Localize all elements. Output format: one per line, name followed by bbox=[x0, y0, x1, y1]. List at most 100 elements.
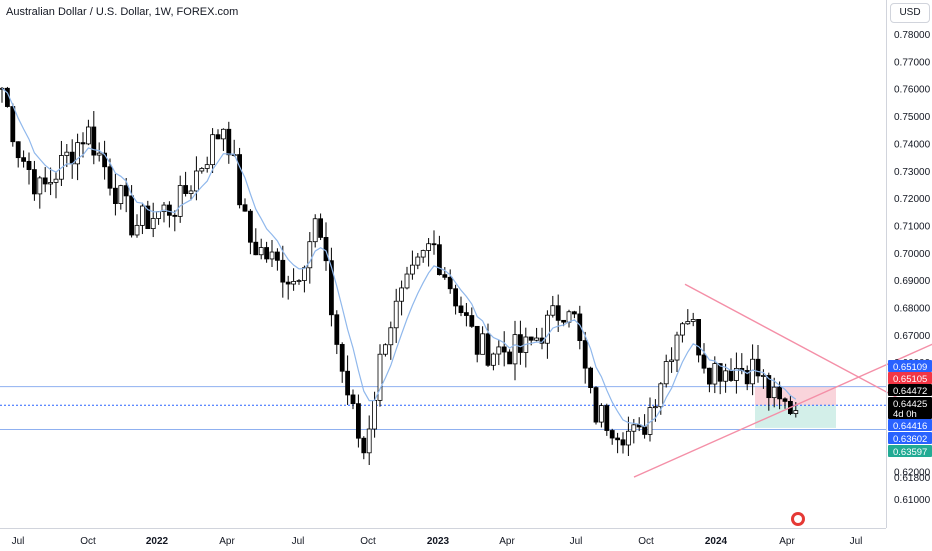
moving-average-line bbox=[1, 87, 797, 428]
candle-body bbox=[415, 256, 421, 266]
candle-body bbox=[669, 359, 674, 362]
candle-body bbox=[534, 337, 539, 341]
price-label-badge bbox=[888, 419, 932, 431]
candle-body bbox=[118, 185, 124, 204]
candle-body bbox=[771, 386, 777, 399]
price-tick-label: 0.67000 bbox=[894, 331, 931, 342]
candle-body bbox=[80, 142, 86, 145]
candle-body bbox=[577, 313, 583, 341]
price-label-text: 0.63597 bbox=[893, 447, 927, 458]
candle-body bbox=[350, 394, 356, 405]
candle-body bbox=[134, 224, 140, 236]
candle-body bbox=[593, 387, 599, 423]
candle-body bbox=[210, 134, 216, 166]
candle-body bbox=[620, 439, 626, 446]
candle-body bbox=[177, 185, 183, 217]
candle-body bbox=[734, 367, 739, 381]
time-tick-label: Jul bbox=[570, 536, 583, 547]
candle-body bbox=[334, 314, 340, 345]
candle-body bbox=[599, 405, 604, 423]
candle-body bbox=[161, 204, 167, 213]
candle-body bbox=[188, 190, 194, 194]
candle-body bbox=[42, 177, 48, 185]
candle-body bbox=[366, 428, 372, 454]
candle-body bbox=[512, 334, 518, 365]
candle-body bbox=[150, 218, 156, 230]
candle-body bbox=[323, 237, 329, 262]
candle-body bbox=[561, 319, 566, 323]
candle-body bbox=[15, 141, 21, 159]
price-label-badge bbox=[888, 397, 932, 409]
price-tick-label: 0.68000 bbox=[894, 304, 931, 315]
candle-body bbox=[296, 280, 302, 282]
price-label-text: 0.64472 bbox=[893, 386, 927, 397]
candle-body bbox=[388, 327, 394, 346]
candle-body bbox=[447, 276, 453, 290]
candle-body bbox=[572, 311, 577, 315]
candle-body bbox=[690, 319, 696, 322]
time-tick-label: Apr bbox=[219, 536, 235, 547]
candle-body bbox=[793, 410, 799, 414]
candle-body bbox=[199, 168, 205, 172]
time-tick-label: Oct bbox=[80, 536, 96, 547]
candle-body bbox=[496, 346, 502, 355]
candle-body bbox=[436, 244, 442, 276]
price-label-text: 0.64416 bbox=[893, 421, 927, 432]
price-tick-label: 0.73000 bbox=[894, 167, 931, 178]
chart-title: Australian Dollar / U.S. Dollar, 1W, FOR… bbox=[6, 6, 239, 18]
candle-body bbox=[291, 281, 297, 285]
candle-body bbox=[193, 170, 199, 192]
candle-body bbox=[237, 154, 243, 206]
candle-body bbox=[723, 370, 728, 382]
candle-body bbox=[507, 351, 513, 365]
candle-body bbox=[139, 205, 145, 226]
candle-body bbox=[582, 340, 588, 369]
candle-body bbox=[10, 106, 16, 143]
candle-body bbox=[91, 126, 97, 156]
candle-body bbox=[744, 370, 750, 385]
time-tick-label: Apr bbox=[779, 536, 795, 547]
candle-body bbox=[404, 273, 410, 289]
candle-body bbox=[129, 195, 135, 236]
candle-body bbox=[75, 142, 80, 165]
candle-body bbox=[588, 367, 593, 388]
time-axis[interactable] bbox=[0, 528, 886, 551]
candle-body bbox=[782, 398, 788, 402]
candle-body bbox=[339, 344, 345, 372]
candle-body bbox=[685, 321, 691, 325]
candle-body bbox=[755, 358, 761, 377]
candle-body bbox=[658, 383, 664, 408]
price-label-text: 0.64425 bbox=[893, 399, 927, 410]
price-tick-label: 0.61000 bbox=[894, 495, 931, 506]
candle-body bbox=[626, 430, 631, 446]
candle-body bbox=[399, 287, 405, 302]
candle-body bbox=[220, 128, 226, 140]
candle-body bbox=[642, 426, 647, 435]
price-label-badge bbox=[888, 372, 932, 384]
price-axis[interactable] bbox=[886, 0, 932, 528]
candle-body bbox=[113, 187, 118, 204]
time-tick-label: 2024 bbox=[705, 536, 728, 547]
candle-body bbox=[258, 247, 264, 256]
candle-body bbox=[145, 205, 151, 230]
time-tick-label: 2023 bbox=[427, 536, 450, 547]
price-label-badge bbox=[888, 360, 932, 372]
time-tick-label: Jul bbox=[12, 536, 25, 547]
candle-body bbox=[37, 177, 43, 195]
candle-body bbox=[361, 437, 367, 454]
time-tick-label: Oct bbox=[360, 536, 376, 547]
candle-body bbox=[653, 406, 658, 409]
candle-body bbox=[96, 152, 102, 156]
candle-body bbox=[696, 319, 701, 356]
price-label-text: 0.65105 bbox=[893, 374, 927, 385]
candle-body bbox=[485, 333, 491, 366]
candle-body bbox=[674, 334, 680, 361]
candle-body bbox=[328, 260, 334, 316]
currency-selector[interactable]: USD bbox=[890, 3, 930, 23]
candle-body bbox=[501, 346, 507, 353]
price-tick-label: 0.70000 bbox=[894, 249, 931, 260]
candle-body bbox=[566, 311, 572, 323]
candle-body bbox=[204, 164, 210, 169]
